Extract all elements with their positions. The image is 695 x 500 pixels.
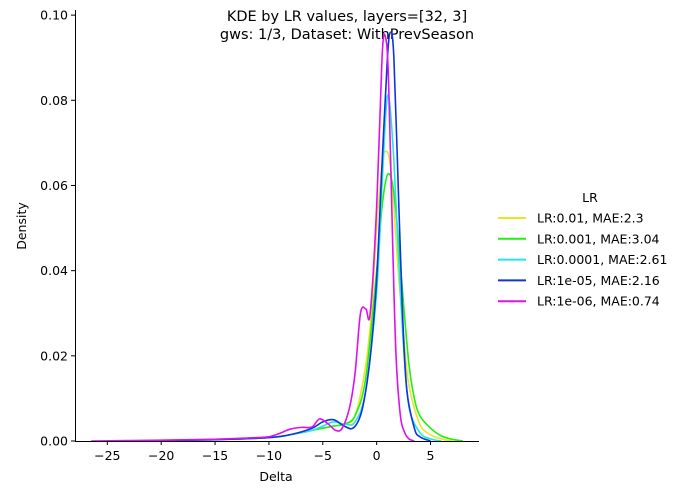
y-axis-label: Density [14, 202, 29, 250]
series-line-3 [128, 94, 442, 442]
x-ticks: −25 −20 −15 −10 −5 0 5 [94, 441, 434, 463]
y-tick-label: 0.00 [40, 434, 68, 449]
y-tick-label: 0.08 [40, 93, 68, 108]
legend-label-3: LR:0.0001, MAE:2.61 [537, 252, 667, 267]
x-tick-label: 5 [427, 448, 435, 463]
x-tick-label: 0 [373, 448, 381, 463]
x-tick-label: −20 [148, 448, 174, 463]
legend-label-4: LR:1e-05, MAE:2.16 [537, 273, 660, 288]
x-tick-label: −5 [314, 448, 332, 463]
x-tick-label: −15 [202, 448, 228, 463]
series-layer [91, 31, 463, 442]
legend: LR LR:0.01, MAE:2.3 LR:0.001, MAE:3.04 LR:… [498, 190, 667, 309]
y-tick-label: 0.10 [40, 8, 68, 23]
title-group: KDE by LR values, layers=[32, 3] gws: 1/… [220, 9, 474, 43]
legend-title: LR [582, 190, 598, 205]
plot-area: −25 −20 −15 −10 −5 0 5 0.00 0.02 0.04 0.06 0.08 0.1… [40, 8, 479, 463]
x-axis-label: Delta [259, 469, 292, 484]
legend-label-2: LR:0.001, MAE:3.04 [537, 231, 660, 246]
legend-label-1: LR:0.01, MAE:2.3 [537, 211, 644, 226]
legend-label-5: LR:1e-06, MAE:0.74 [537, 294, 660, 309]
x-tick-label: −25 [94, 448, 120, 463]
chart-title-line1: KDE by LR values, layers=[32, 3] [227, 9, 467, 25]
series-line-4 [128, 31, 431, 442]
y-tick-label: 0.06 [40, 178, 68, 193]
y-ticks: 0.00 0.02 0.04 0.06 0.08 0.10 [40, 8, 75, 449]
y-tick-label: 0.02 [40, 348, 68, 363]
y-tick-label: 0.04 [40, 263, 68, 278]
x-tick-label: −10 [256, 448, 282, 463]
series-line-5 [91, 33, 415, 442]
chart-title-line2: gws: 1/3, Dataset: WithPrevSeason [220, 27, 474, 43]
